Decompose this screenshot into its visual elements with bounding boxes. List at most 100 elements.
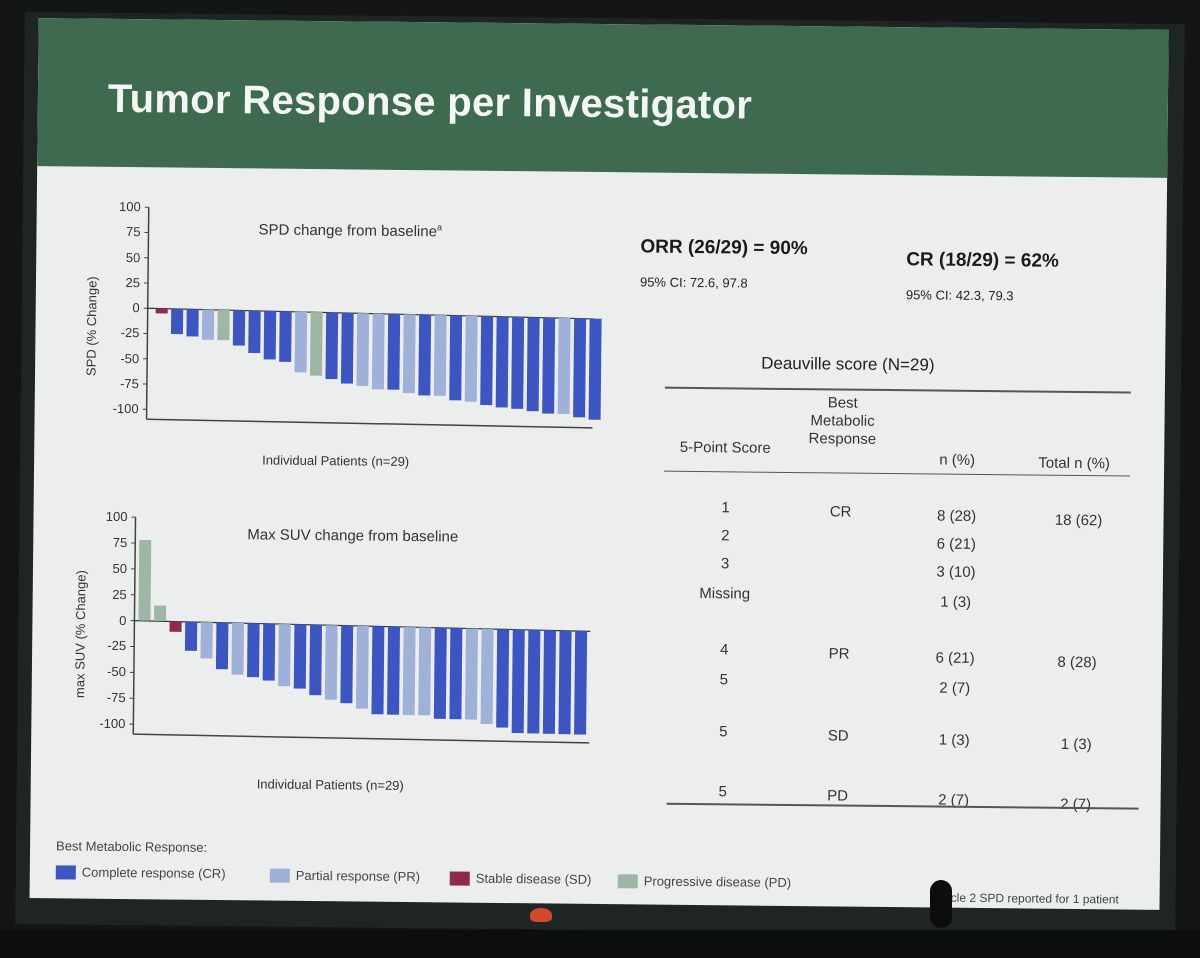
chart-suv-xaxis: [133, 733, 590, 744]
chart-spd-bar: [495, 316, 509, 408]
chart-spd-bar: [310, 312, 323, 376]
chart-spd-bar: [217, 309, 230, 341]
table-cell-total: [1033, 540, 1123, 541]
table-cell-score: Missing: [699, 585, 751, 603]
chart-spd-bar: [418, 314, 432, 396]
table-cell-score: 5: [719, 671, 729, 689]
chart-suv-bar: [340, 625, 354, 704]
slide-title: Tumor Response per Investigator: [107, 76, 753, 128]
table-top-rule: [664, 386, 1131, 394]
chart-spd-bar: [511, 316, 525, 409]
chart-spd-bar: [155, 308, 168, 314]
chart-suv-bar: [200, 622, 213, 659]
chart-suv-bar: [231, 622, 245, 675]
slide: Tumor Response per Investigator SPD chan…: [29, 18, 1169, 910]
col-header-n: n (%): [939, 451, 976, 469]
chart-spd-bar: [449, 315, 463, 401]
table-cell-score: 3: [720, 555, 730, 573]
table-cell-n: 8 (28): [936, 507, 977, 525]
legend-item-cr: Complete response (CR): [55, 864, 226, 882]
chart-spd-bar: [573, 318, 587, 418]
table-cell-response: SD: [827, 727, 849, 745]
table-cell-total: 2 (7): [1060, 795, 1092, 814]
legend-label: Progressive disease (PD): [643, 873, 792, 891]
chart-suv-bar: [324, 625, 338, 700]
legend-label: Complete response (CR): [81, 864, 226, 882]
legend-item-pr: Partial response (PR): [269, 867, 421, 885]
table-cell-response: CR: [829, 503, 852, 521]
chart-suv-bar: [574, 631, 588, 735]
table-cell-n: 3 (10): [936, 563, 976, 581]
table-cell-n: 1 (3): [940, 593, 972, 611]
chart-spd-bar: [340, 312, 354, 384]
table-cell-response: PR: [828, 645, 850, 663]
chart-suv-bar: [184, 621, 198, 651]
chart-suv-bar: [418, 627, 432, 716]
chart-suv-bar: [247, 623, 260, 678]
chart-suv-bar: [496, 629, 510, 728]
chart-spd-bar: [186, 309, 199, 337]
chart-spd-bar: [294, 311, 308, 373]
chart-suv-bar: [371, 626, 385, 715]
chart-spd-bar: [387, 313, 401, 390]
table-cell-total: 1 (3): [1060, 735, 1092, 754]
chart-spd-bar: [402, 314, 416, 394]
chart-suv-bar: [138, 539, 152, 621]
chart-spd-bar: [371, 313, 385, 390]
chart-suv-bar: [511, 629, 525, 734]
table-cell-response: [805, 559, 875, 560]
chart-spd-xaxis: [146, 418, 593, 429]
chart-suv-bar: [309, 624, 323, 696]
legend-label: Stable disease (SD): [475, 870, 592, 887]
table-cell-n: 1 (3): [938, 731, 970, 749]
table-cell-total: [1033, 598, 1123, 599]
chart-suv-bar: [278, 624, 291, 687]
chart-spd-zero-line: [147, 307, 594, 320]
chart-spd-bar: [248, 310, 261, 354]
chart-suv-bar: [293, 624, 307, 689]
orr-stat: ORR (26/29) = 90%: [640, 236, 808, 260]
chart-suv-bar: [542, 630, 556, 734]
legend-swatch: [617, 873, 638, 888]
chart-spd-bar: [325, 312, 339, 380]
table-cell-score: 5: [718, 783, 727, 801]
chart-suv-bar: [215, 622, 229, 670]
deauville-table-title: Deauville score (N=29): [761, 353, 935, 375]
chart-suv-bar: [433, 627, 447, 719]
legend-item-pd: Progressive disease (PD): [617, 873, 792, 891]
screen-bottom-edge: [0, 930, 1200, 958]
table-cell-n: 2 (7): [939, 679, 971, 697]
chart-suv-bar: [402, 626, 416, 716]
chart-suv-bar: [449, 628, 463, 720]
chart-suv-yaxis: [132, 517, 137, 735]
chart-spd-bar: [356, 313, 370, 386]
table-cell-score: 5: [719, 723, 728, 741]
legend-title: Best Metabolic Response:: [55, 838, 208, 855]
chart-suv-bar: [558, 630, 572, 735]
chart-suv-bar: [355, 625, 369, 709]
table-cell-total: 18 (62): [1054, 511, 1103, 530]
chart-suv-bar: [465, 628, 478, 720]
legend-swatch: [449, 870, 470, 886]
chart-spd-xlabel: Individual Patients (n=29): [262, 452, 410, 470]
table-cell-score: 2: [721, 527, 730, 545]
legend-swatch: [269, 868, 290, 883]
table-cell-response: [805, 589, 875, 590]
table-cell-response: PD: [827, 787, 849, 805]
footnote: aCycle 2 SPD reported for 1 patient: [932, 889, 1119, 907]
table-cell-n: 6 (21): [935, 649, 975, 667]
cr-stat: CR (18/29) = 62%: [906, 249, 1059, 272]
legend-swatch: [55, 864, 76, 880]
chart-spd-bar: [263, 310, 277, 360]
cr-ci: 95% CI: 42.3, 79.3: [905, 287, 1014, 304]
chart-spd-yaxis: [145, 207, 150, 420]
legend-item-sd: Stable disease (SD): [449, 870, 592, 887]
legend-label: Partial response (PR): [295, 867, 421, 885]
chart-suv-ylabel: max SUV (% Change): [72, 570, 89, 699]
chart-suv-bar: [480, 628, 494, 725]
table-cell-n: 6 (21): [936, 535, 976, 553]
laser-pointer-dot: [530, 908, 552, 922]
orr-ci: 95% CI: 72.6, 97.8: [639, 274, 748, 291]
col-header-total: Total n (%): [1038, 454, 1111, 473]
chart-spd-bar: [201, 309, 215, 340]
